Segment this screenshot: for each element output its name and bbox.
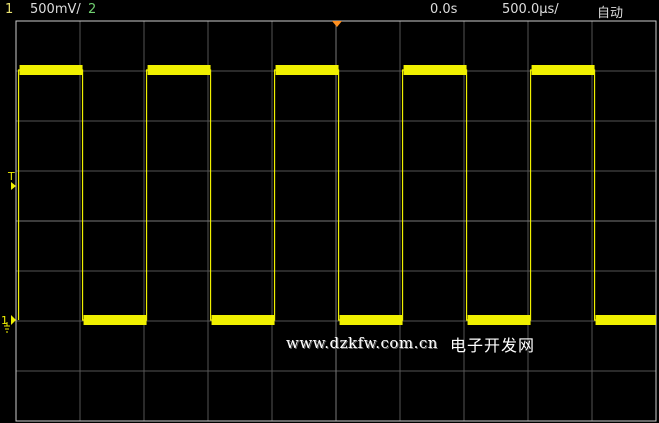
watermark-url: www.dzkfw.com.cn <box>286 334 438 352</box>
trigger-level-label: T <box>7 170 15 183</box>
waveform-high-segment <box>147 65 211 75</box>
channel1-ground-marker[interactable] <box>11 315 16 325</box>
timebase[interactable]: 500.0µs/ <box>502 2 559 17</box>
waveform-low-segment <box>467 315 531 325</box>
waveform-low-segment <box>211 315 275 325</box>
waveform-trace <box>17 69 656 321</box>
waveform-high-segment <box>531 65 595 75</box>
waveform-low-segment <box>595 315 656 325</box>
ground-icon <box>4 322 10 333</box>
channel1-label[interactable]: 1 <box>5 2 14 17</box>
watermark-name: 电子开发网 <box>450 336 536 355</box>
graticule <box>15 20 657 422</box>
trigger-level-marker[interactable] <box>11 182 16 190</box>
trigger-position-marker[interactable] <box>332 21 342 27</box>
waveform-low-segment <box>83 315 147 325</box>
waveform-high-segment <box>403 65 467 75</box>
waveform-high-segment <box>275 65 339 75</box>
time-offset[interactable]: 0.0s <box>430 2 458 17</box>
status-bar: 1 500mV/ 2 0.0s 500.0µs/ 自动 <box>0 0 659 21</box>
waveform-low-segment <box>339 315 403 325</box>
channel1-waveform <box>17 65 656 325</box>
channel1-scale[interactable]: 500mV/ <box>30 2 81 17</box>
trigger-mode[interactable]: 自动 <box>597 6 624 21</box>
waveform-high-segment <box>19 65 83 75</box>
channel1-ground-label: 1 <box>1 314 8 327</box>
channel2-label[interactable]: 2 <box>88 2 97 17</box>
